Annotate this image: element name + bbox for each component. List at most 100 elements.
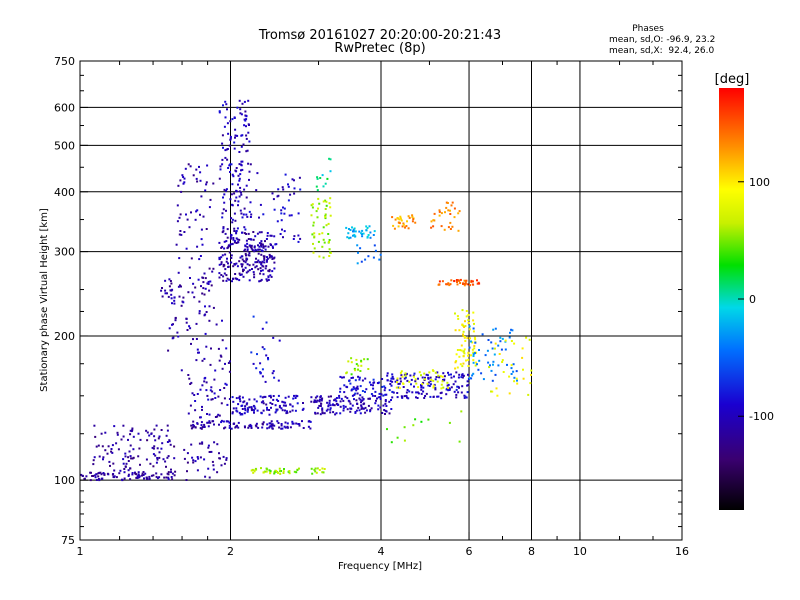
- data-point: [353, 230, 356, 233]
- data-point: [183, 177, 186, 180]
- data-point: [365, 229, 368, 232]
- data-point: [377, 404, 380, 407]
- data-point: [192, 461, 195, 464]
- data-point: [322, 226, 325, 229]
- data-point: [240, 255, 243, 258]
- data-point: [364, 390, 366, 393]
- data-point: [225, 279, 228, 282]
- data-point: [245, 259, 248, 262]
- data-point: [230, 193, 233, 196]
- data-point: [382, 394, 385, 397]
- data-point: [179, 230, 182, 232]
- data-point: [131, 472, 134, 474]
- data-point: [339, 405, 342, 408]
- data-point: [246, 242, 249, 245]
- data-point: [108, 460, 111, 463]
- data-point: [359, 394, 362, 397]
- data-point: [166, 472, 169, 475]
- data-point: [462, 350, 465, 353]
- data-point: [244, 119, 247, 122]
- data-point: [100, 432, 103, 435]
- data-point: [241, 413, 244, 416]
- data-point: [449, 283, 452, 286]
- data-point: [226, 277, 229, 280]
- x-tick-label: 16: [675, 545, 689, 558]
- data-point: [260, 261, 263, 264]
- data-point: [465, 315, 468, 318]
- data-point: [307, 425, 310, 428]
- data-point: [358, 397, 361, 400]
- data-point: [321, 232, 324, 235]
- data-point: [268, 469, 271, 472]
- data-point: [490, 341, 493, 344]
- data-point: [299, 188, 302, 191]
- data-point: [406, 396, 408, 399]
- data-point: [223, 240, 226, 243]
- data-point: [225, 148, 228, 151]
- data-point: [220, 263, 223, 266]
- data-point: [351, 226, 353, 229]
- data-point: [127, 469, 130, 472]
- data-point: [261, 375, 264, 378]
- data-point: [420, 388, 423, 391]
- data-point: [167, 471, 170, 474]
- data-point: [199, 171, 202, 174]
- data-point: [293, 192, 296, 195]
- data-point: [241, 265, 243, 268]
- data-point: [376, 397, 378, 400]
- data-point: [258, 216, 260, 219]
- data-point: [322, 200, 325, 203]
- data-point: [120, 438, 123, 441]
- data-point: [423, 372, 426, 375]
- data-point: [441, 280, 444, 283]
- data-point: [187, 412, 190, 415]
- data-point: [372, 234, 375, 236]
- data-point: [255, 265, 258, 268]
- data-point: [132, 456, 135, 459]
- data-point: [150, 474, 153, 477]
- data-point: [423, 397, 426, 399]
- data-point: [492, 363, 494, 366]
- data-point: [207, 421, 210, 424]
- data-point: [367, 234, 370, 236]
- data-point: [283, 425, 286, 428]
- data-point: [222, 208, 225, 211]
- data-point: [368, 381, 371, 384]
- data-point: [196, 348, 199, 351]
- data-point: [516, 382, 519, 385]
- data-point: [264, 380, 267, 383]
- data-point: [227, 132, 230, 135]
- data-point: [247, 123, 250, 126]
- data-point: [316, 216, 319, 219]
- data-point: [260, 278, 263, 281]
- data-point: [312, 242, 314, 245]
- data-point: [397, 221, 400, 224]
- data-point: [116, 431, 119, 434]
- data-point: [473, 322, 475, 325]
- data-point: [370, 393, 373, 395]
- data-point: [205, 381, 208, 384]
- data-point: [270, 234, 273, 237]
- data-point: [186, 218, 189, 221]
- data-point: [243, 207, 246, 210]
- data-point: [436, 380, 439, 383]
- data-point: [210, 347, 212, 350]
- data-point: [158, 456, 161, 459]
- data-point: [311, 472, 314, 475]
- data-point: [145, 429, 148, 432]
- data-point: [221, 134, 224, 137]
- data-point: [450, 386, 453, 389]
- data-point: [196, 245, 199, 248]
- data-point: [212, 468, 215, 471]
- data-point: [399, 215, 402, 218]
- data-point: [362, 232, 365, 235]
- data-point: [415, 382, 418, 385]
- data-point: [259, 371, 262, 374]
- data-point: [470, 340, 472, 343]
- data-point: [466, 380, 469, 383]
- data-point: [224, 232, 227, 235]
- data-point: [353, 367, 356, 370]
- data-point: [344, 405, 347, 408]
- data-point: [274, 243, 277, 246]
- data-point: [271, 372, 274, 375]
